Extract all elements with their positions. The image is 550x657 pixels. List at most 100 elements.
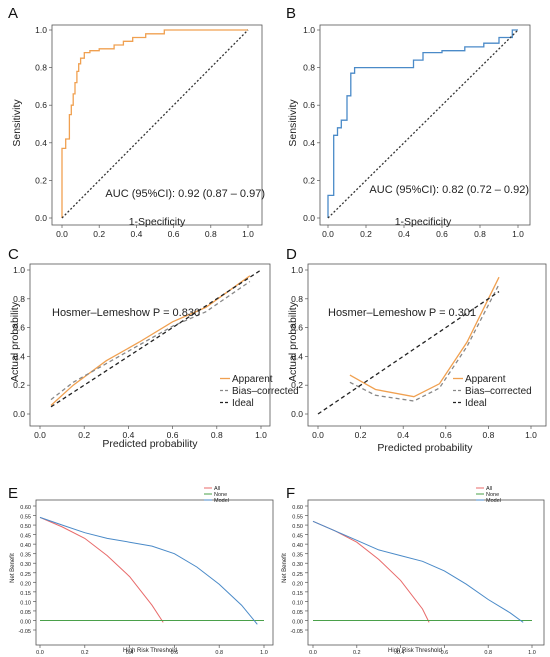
- y-tick-label: 0.55: [292, 515, 303, 521]
- x-tick-label: 0.2: [78, 430, 90, 440]
- y-axis-label: Net Benefit: [282, 553, 288, 583]
- x-axis-label: High Risk Threshold: [388, 648, 442, 654]
- y-tick-label: 1.0: [35, 25, 47, 35]
- x-tick-label: 0.4: [122, 430, 134, 440]
- y-tick-label: 0.0: [291, 409, 303, 419]
- x-tick-label: 0.6: [171, 650, 179, 656]
- y-tick-label: -0.05: [290, 629, 303, 635]
- y-tick-label: 0.20: [292, 581, 303, 587]
- y-tick-label: 0.6: [35, 100, 47, 110]
- y-tick-label: 0.6: [291, 323, 303, 333]
- y-tick-label: 0.4: [35, 138, 47, 148]
- y-tick-label: 0.40: [292, 543, 303, 549]
- x-axis-label: 1-Specificity: [395, 216, 452, 228]
- x-tick-label: 0.2: [360, 229, 372, 239]
- y-tick-label: 1.0: [291, 265, 303, 275]
- y-tick-label: 0.4: [303, 138, 315, 148]
- y-tick-label: 0.30: [292, 562, 303, 568]
- x-tick-label: 0.0: [36, 650, 44, 656]
- x-tick-label: 0.0: [309, 650, 317, 656]
- x-axis-label: Predicted probability: [377, 442, 473, 454]
- series-line-apparent: [349, 276, 500, 398]
- legend-label: Model: [486, 498, 501, 504]
- series-line-s0: [327, 29, 518, 218]
- series-line-s0: [61, 29, 248, 218]
- plot-frame: [319, 24, 531, 226]
- x-tick-label: 0.2: [81, 650, 89, 656]
- panel-label: B: [286, 5, 296, 22]
- series-line-model: [312, 520, 524, 623]
- annotation-text: AUC (95%CI): 0.82 (0.72 – 0.92): [369, 184, 529, 196]
- y-tick-label: 1.0: [303, 25, 315, 35]
- series-line-bias-corrected: [349, 284, 500, 402]
- y-tick-label: 0.50: [20, 524, 31, 530]
- legend-label: All: [214, 486, 220, 492]
- panel-label: E: [8, 485, 18, 502]
- x-tick-label: 1.0: [255, 430, 267, 440]
- y-tick-label: 0.8: [13, 294, 25, 304]
- plot-frame: [307, 263, 547, 427]
- series-line-bias-corrected: [50, 280, 251, 401]
- legend-label: Ideal: [465, 398, 487, 409]
- y-tick-label: 0.05: [20, 610, 31, 616]
- x-tick-label: 0.6: [441, 650, 449, 656]
- y-tick-label: 0.10: [292, 600, 303, 606]
- x-tick-label: 0.2: [93, 229, 105, 239]
- y-tick-label: 0.00: [20, 619, 31, 625]
- y-tick-label: 0.55: [20, 515, 31, 521]
- x-tick-label: 0.8: [482, 430, 494, 440]
- y-tick-label: 0.25: [292, 572, 303, 578]
- plot-frame: [29, 263, 271, 427]
- x-tick-label: 0.4: [397, 430, 409, 440]
- series-line-all: [39, 516, 164, 623]
- y-tick-label: 0.10: [20, 600, 31, 606]
- panel-a: A 0.0 0.2 0.4 0.6 0.8 1.0 0.0 0.2 0.4 0.6 0.8 1.0 1-S…: [8, 5, 265, 239]
- x-tick-label: 0.8: [484, 650, 492, 656]
- panel-b: B 0.0 0.2 0.4 0.6 0.8 1.0 0.0 0.2 0.4 0.6 0.8 1.0 1-S…: [286, 5, 531, 239]
- y-tick-label: 0.4: [291, 351, 303, 361]
- legend-label: Model: [214, 498, 229, 504]
- y-tick-label: 0.05: [292, 610, 303, 616]
- y-axis-label: Actual probability: [287, 301, 299, 382]
- legend-label: None: [214, 492, 227, 498]
- y-tick-label: 0.60: [292, 505, 303, 511]
- x-tick-label: 0.6: [436, 229, 448, 239]
- x-tick-label: 1.0: [512, 229, 524, 239]
- y-tick-label: 0.60: [20, 505, 31, 511]
- x-tick-label: 0.8: [205, 229, 217, 239]
- x-tick-label: 0.0: [312, 430, 324, 440]
- y-tick-label: 0.40: [20, 543, 31, 549]
- annotation-text: AUC (95%CI): 0.92 (0.87 – 0.97): [105, 188, 265, 200]
- series-line-s1: [61, 29, 249, 219]
- x-tick-label: 0.8: [215, 650, 223, 656]
- y-axis-label: Actual probability: [9, 301, 21, 382]
- x-tick-label: 0.4: [130, 229, 142, 239]
- legend-label: None: [486, 492, 499, 498]
- y-tick-label: 0.2: [291, 380, 303, 390]
- y-tick-label: 0.8: [303, 63, 315, 73]
- legend-label: Bias–corrected: [465, 386, 532, 397]
- series-line-all: [312, 520, 430, 623]
- series-line-apparent: [50, 275, 251, 406]
- panel-label: C: [8, 246, 19, 263]
- y-tick-label: 0.4: [13, 351, 25, 361]
- y-tick-label: 0.8: [291, 294, 303, 304]
- y-tick-label: 0.50: [292, 524, 303, 530]
- annotation-text: Hosmer–Lemeshow P = 0.301: [328, 307, 476, 319]
- y-tick-label: 0.25: [20, 572, 31, 578]
- panel-label: D: [286, 246, 297, 263]
- y-tick-label: -0.05: [18, 629, 31, 635]
- y-tick-label: 0.2: [303, 175, 315, 185]
- legend-label: All: [486, 486, 492, 492]
- x-axis-label: Predicted probability: [102, 438, 198, 450]
- plot-frame: [51, 24, 263, 226]
- x-tick-label: 0.4: [126, 650, 134, 656]
- y-tick-label: 0.20: [20, 581, 31, 587]
- y-tick-label: 0.45: [20, 534, 31, 540]
- plot-frame: [35, 499, 274, 646]
- x-tick-label: 0.0: [322, 229, 334, 239]
- x-axis-label: High Risk Threshold: [123, 648, 177, 654]
- x-tick-label: 1.0: [525, 430, 537, 440]
- y-tick-label: 0.35: [292, 553, 303, 559]
